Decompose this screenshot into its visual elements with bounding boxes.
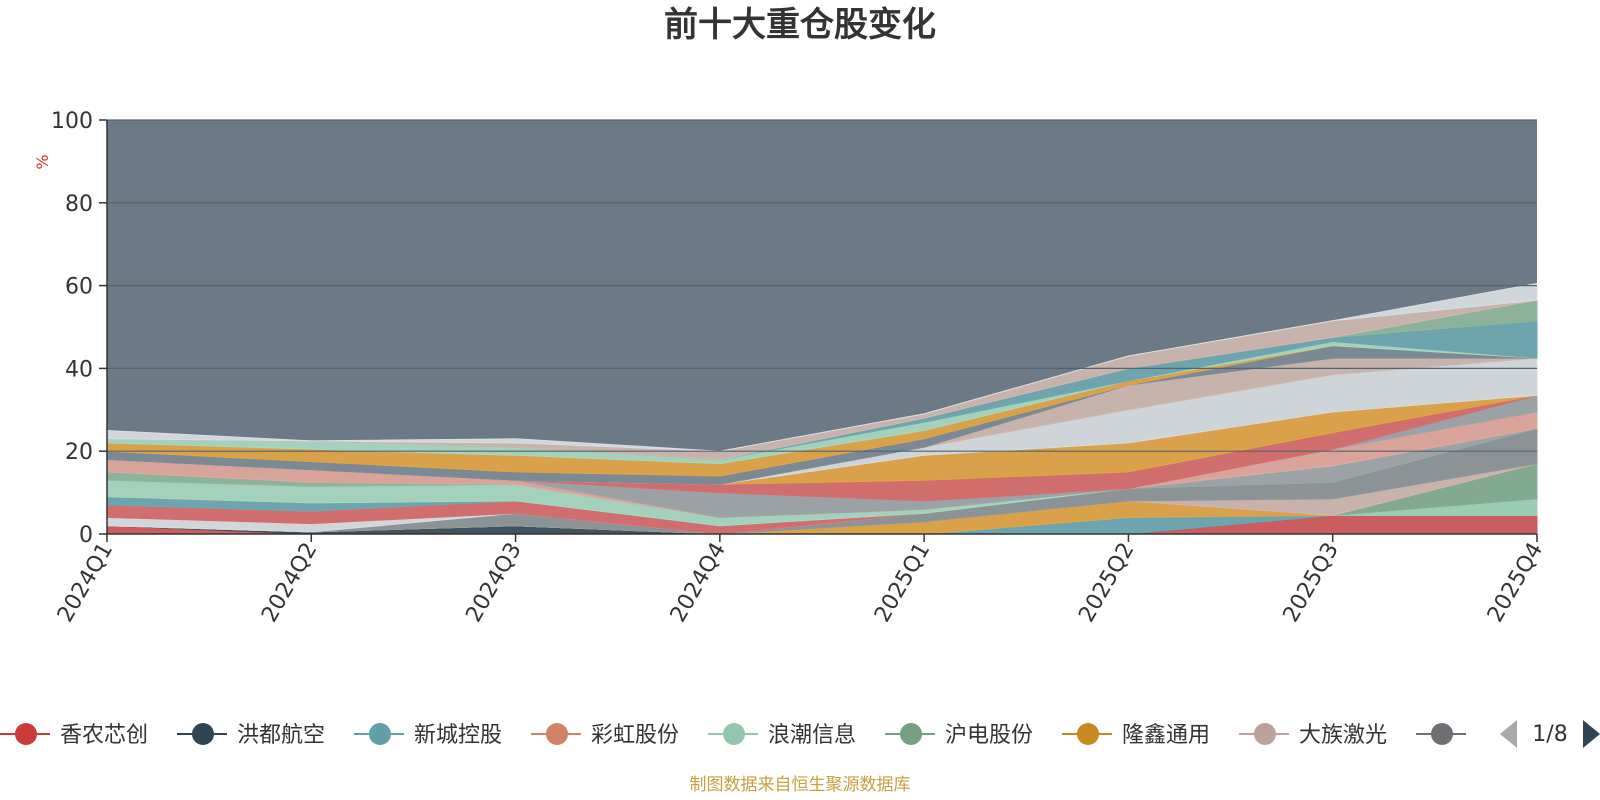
legend-label: 沪电股份 xyxy=(945,723,1033,748)
legend-label: 新城控股 xyxy=(414,723,502,748)
legend-marker-icon xyxy=(369,723,391,745)
legend-item[interactable]: 彩虹股份 xyxy=(531,723,679,748)
legend-item[interactable]: 浪潮信息 xyxy=(708,723,856,748)
legend-item[interactable]: 新城控股 xyxy=(354,723,502,748)
legend-label: 隆鑫通用 xyxy=(1122,723,1210,748)
legend-label: 洪都航空 xyxy=(237,723,325,748)
chart-title: 前十大重仓股变化 xyxy=(664,5,936,45)
y-axis-label: % xyxy=(33,154,52,169)
x-axis-ticks: 2024Q1 2024Q2 2024Q3 2024Q4 2025Q1 2025Q2 2025… xyxy=(53,534,1548,627)
y-tick-label: 0 xyxy=(79,523,93,548)
x-tick-label: 2024Q2 xyxy=(257,539,322,627)
legend-next-arrow-icon[interactable] xyxy=(1583,720,1600,748)
legend-item[interactable]: 香农芯创 xyxy=(0,723,148,748)
x-tick-label: 2024Q3 xyxy=(461,539,526,627)
legend-label: 彩虹股份 xyxy=(591,723,679,748)
y-axis-ticks: 0 20 40 60 80 100 xyxy=(51,109,107,548)
legend-item[interactable]: 隆鑫通用 xyxy=(1062,723,1210,748)
x-tick-label: 2025Q3 xyxy=(1279,539,1344,627)
legend-marker-icon xyxy=(1254,723,1276,745)
area-series-28 xyxy=(106,282,1538,452)
y-tick-label: 40 xyxy=(65,357,93,382)
y-tick-label: 100 xyxy=(51,109,93,134)
legend-item[interactable]: 大族激光 xyxy=(1239,723,1387,748)
legend-item[interactable]: 沪电股份 xyxy=(885,723,1033,748)
y-tick-label: 20 xyxy=(65,440,93,465)
legend-marker-icon xyxy=(723,723,745,745)
legend-item[interactable] xyxy=(1416,723,1466,745)
legend-label: 大族激光 xyxy=(1299,723,1387,748)
x-tick-label: 2025Q1 xyxy=(870,539,935,627)
x-tick-label: 2024Q1 xyxy=(53,539,118,627)
grid-lines xyxy=(107,119,1537,452)
legend-item[interactable]: 洪都航空 xyxy=(177,723,325,748)
legend-marker-icon xyxy=(192,723,214,745)
legend-marker-icon xyxy=(1077,723,1099,745)
x-tick-label: 2024Q4 xyxy=(666,539,731,627)
legend-label: 浪潮信息 xyxy=(768,723,856,748)
legend-marker-icon xyxy=(15,723,37,745)
legend-pager: 1/8 xyxy=(1500,720,1600,748)
legend-marker-icon xyxy=(546,723,568,745)
x-tick-label: 2025Q4 xyxy=(1483,539,1548,627)
legend: 香农芯创 洪都航空 新城控股 彩虹股份 浪潮信息 沪电股份 隆鑫通用 大族激光 xyxy=(0,723,1466,748)
legend-page-indicator: 1/8 xyxy=(1532,722,1567,747)
y-tick-label: 60 xyxy=(65,275,93,300)
legend-prev-arrow-icon[interactable] xyxy=(1500,720,1517,748)
legend-marker-icon xyxy=(1431,723,1453,745)
y-tick-label: 80 xyxy=(65,192,93,217)
x-tick-label: 2025Q2 xyxy=(1074,539,1139,627)
legend-marker-icon xyxy=(900,723,922,745)
source-note: 制图数据来自恒生聚源数据库 xyxy=(690,775,911,795)
legend-label: 香农芯创 xyxy=(60,723,148,748)
